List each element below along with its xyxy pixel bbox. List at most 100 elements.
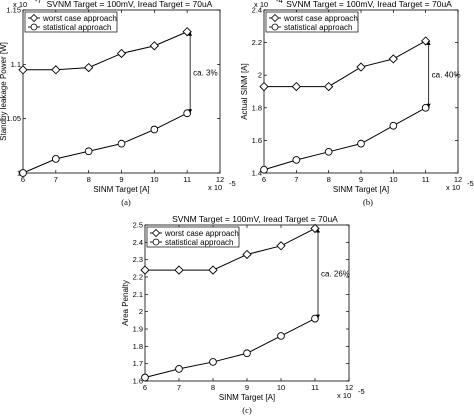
chart-title: SVNM Target = 100mV, Iread Target = 70uA	[172, 214, 338, 224]
arrowhead-up	[188, 31, 193, 36]
x-tick-label: 12	[216, 175, 224, 184]
legend-marker-diamond	[270, 13, 280, 23]
x-tick-label: 6	[262, 175, 266, 184]
y-tick-label: 2.5	[133, 221, 143, 230]
y-tick-label: 1	[17, 169, 21, 178]
x-exponent-power: -5	[358, 387, 365, 396]
figure-caption: (b)	[363, 197, 373, 207]
data-point-circle	[19, 169, 27, 177]
x-tick-label: 9	[359, 175, 363, 184]
y-exponent-power: -7	[35, 0, 42, 5]
legend-label: worst case approach	[164, 229, 239, 238]
chart-1: 6 7 8 9 10 11 12 1 1.05 1.1 1.15 SVNM Target = 100m…	[0, 0, 236, 207]
data-point-diamond	[116, 48, 127, 59]
figure-caption: (c)	[242, 405, 252, 415]
chart-2: 6 7 8 9 10 11 12 1.4 1.6 1.8 2 2.2 2.4 SVNM Target = …	[240, 0, 474, 207]
data-point-diamond	[324, 81, 334, 92]
legend-marker-circle	[152, 238, 160, 246]
x-exponent-power: -5	[229, 179, 236, 188]
y-tick-label: 1.05	[6, 114, 21, 123]
x-tick-label: 10	[389, 175, 397, 184]
data-point-circle	[243, 349, 251, 358]
x-exponent-label: x 10	[446, 183, 460, 192]
x-tick-label: 8	[211, 383, 215, 392]
data-point-circle	[357, 139, 365, 148]
y-axis-label: Standby leakage Power [W]	[0, 42, 8, 141]
data-point-circle	[84, 147, 93, 156]
data-point-circle	[51, 155, 60, 163]
x-exponent-label: x 10	[208, 183, 222, 192]
legend-label: worst case approach	[42, 14, 117, 23]
legend-label: statistical approach	[165, 238, 233, 247]
data-point-diamond	[208, 265, 218, 275]
x-tick-label: 10	[277, 383, 285, 392]
data-point-diamond	[140, 265, 150, 275]
data-point-circle	[292, 156, 301, 164]
y-tick-label: 2.4	[133, 238, 143, 247]
data-point-diamond	[174, 265, 184, 275]
legend-marker-diamond	[151, 228, 161, 238]
series-line-statistical	[22, 112, 188, 174]
x-tick-label: 10	[150, 175, 158, 184]
y-tick-label: 1.4	[252, 169, 262, 178]
difference-annotation: ca. 40%	[432, 70, 461, 79]
data-point-diamond	[356, 62, 366, 72]
y-tick-label: 2	[139, 307, 143, 316]
series-line-worst-case	[145, 228, 316, 271]
y-tick-label: 1.6	[252, 136, 262, 145]
legend-box	[146, 226, 240, 248]
data-point-circle	[277, 332, 285, 340]
data-point-circle	[260, 165, 268, 174]
legend-box	[265, 11, 359, 33]
series-line-statistical	[144, 318, 316, 379]
data-point-diamond	[291, 81, 301, 92]
chart-title: SVNM Target = 100mV, Iread Target = 70uA	[47, 0, 213, 9]
x-axis-label: SINM Target [A]	[219, 393, 275, 402]
x-tick-label: 6	[21, 175, 25, 184]
series-line-worst-case	[264, 40, 426, 88]
x-tick-label: 6	[143, 383, 147, 392]
legend-box	[24, 11, 118, 33]
y-exponent-label: x 10	[254, 0, 268, 9]
y-tick-label: 2	[258, 71, 262, 80]
y-axis-label: Actual SINM [A]	[240, 63, 249, 119]
y-axis-label: Area Penalty	[121, 280, 130, 326]
data-point-circle	[150, 125, 159, 134]
y-tick-label: 1.1	[11, 60, 21, 69]
x-tick-label: 11	[311, 383, 319, 392]
chart-3: 6 7 8 9 10 11 12 1.6 1.7 1.8 1.9 2 2.1 2.2 2.3 2.4 2.5 SV…	[121, 214, 365, 415]
arrowhead-up	[426, 40, 431, 45]
x-tick-label: 9	[119, 175, 123, 184]
legend-marker-circle	[271, 23, 279, 31]
legend-label: statistical approach	[43, 23, 111, 32]
y-exponent-label: x 10	[13, 0, 27, 9]
data-point-circle	[209, 358, 217, 366]
data-point-diamond	[51, 65, 61, 75]
difference-annotation: ca. 3%	[193, 68, 217, 77]
arrowhead-down	[316, 314, 320, 319]
data-point-diamond	[18, 65, 28, 75]
data-point-diamond	[242, 249, 252, 260]
x-tick-label: 12	[345, 383, 353, 392]
y-tick-label: 1.6	[133, 377, 143, 386]
data-point-circle	[117, 139, 126, 148]
series-line-statistical	[263, 107, 426, 171]
data-point-diamond	[149, 41, 159, 51]
data-point-diamond	[84, 62, 94, 73]
y-tick-label: 2.1	[133, 290, 143, 299]
x-tick-label: 7	[177, 383, 181, 392]
y-tick-label: 1.15	[6, 6, 21, 15]
x-tick-label: 8	[87, 175, 91, 184]
x-axis-label: SINM Target [A]	[93, 185, 149, 194]
data-point-diamond	[259, 81, 269, 92]
data-point-circle	[141, 373, 149, 382]
data-point-circle	[183, 109, 192, 118]
x-tick-label: 7	[54, 175, 58, 184]
y-tick-label: 2.3	[133, 255, 143, 264]
x-tick-label: 8	[327, 175, 331, 184]
legend-label: worst case approach	[283, 14, 358, 23]
difference-annotation: ca. 26%	[321, 270, 350, 279]
y-tick-label: 1.9	[133, 325, 143, 334]
series-line-worst-case	[23, 31, 188, 71]
